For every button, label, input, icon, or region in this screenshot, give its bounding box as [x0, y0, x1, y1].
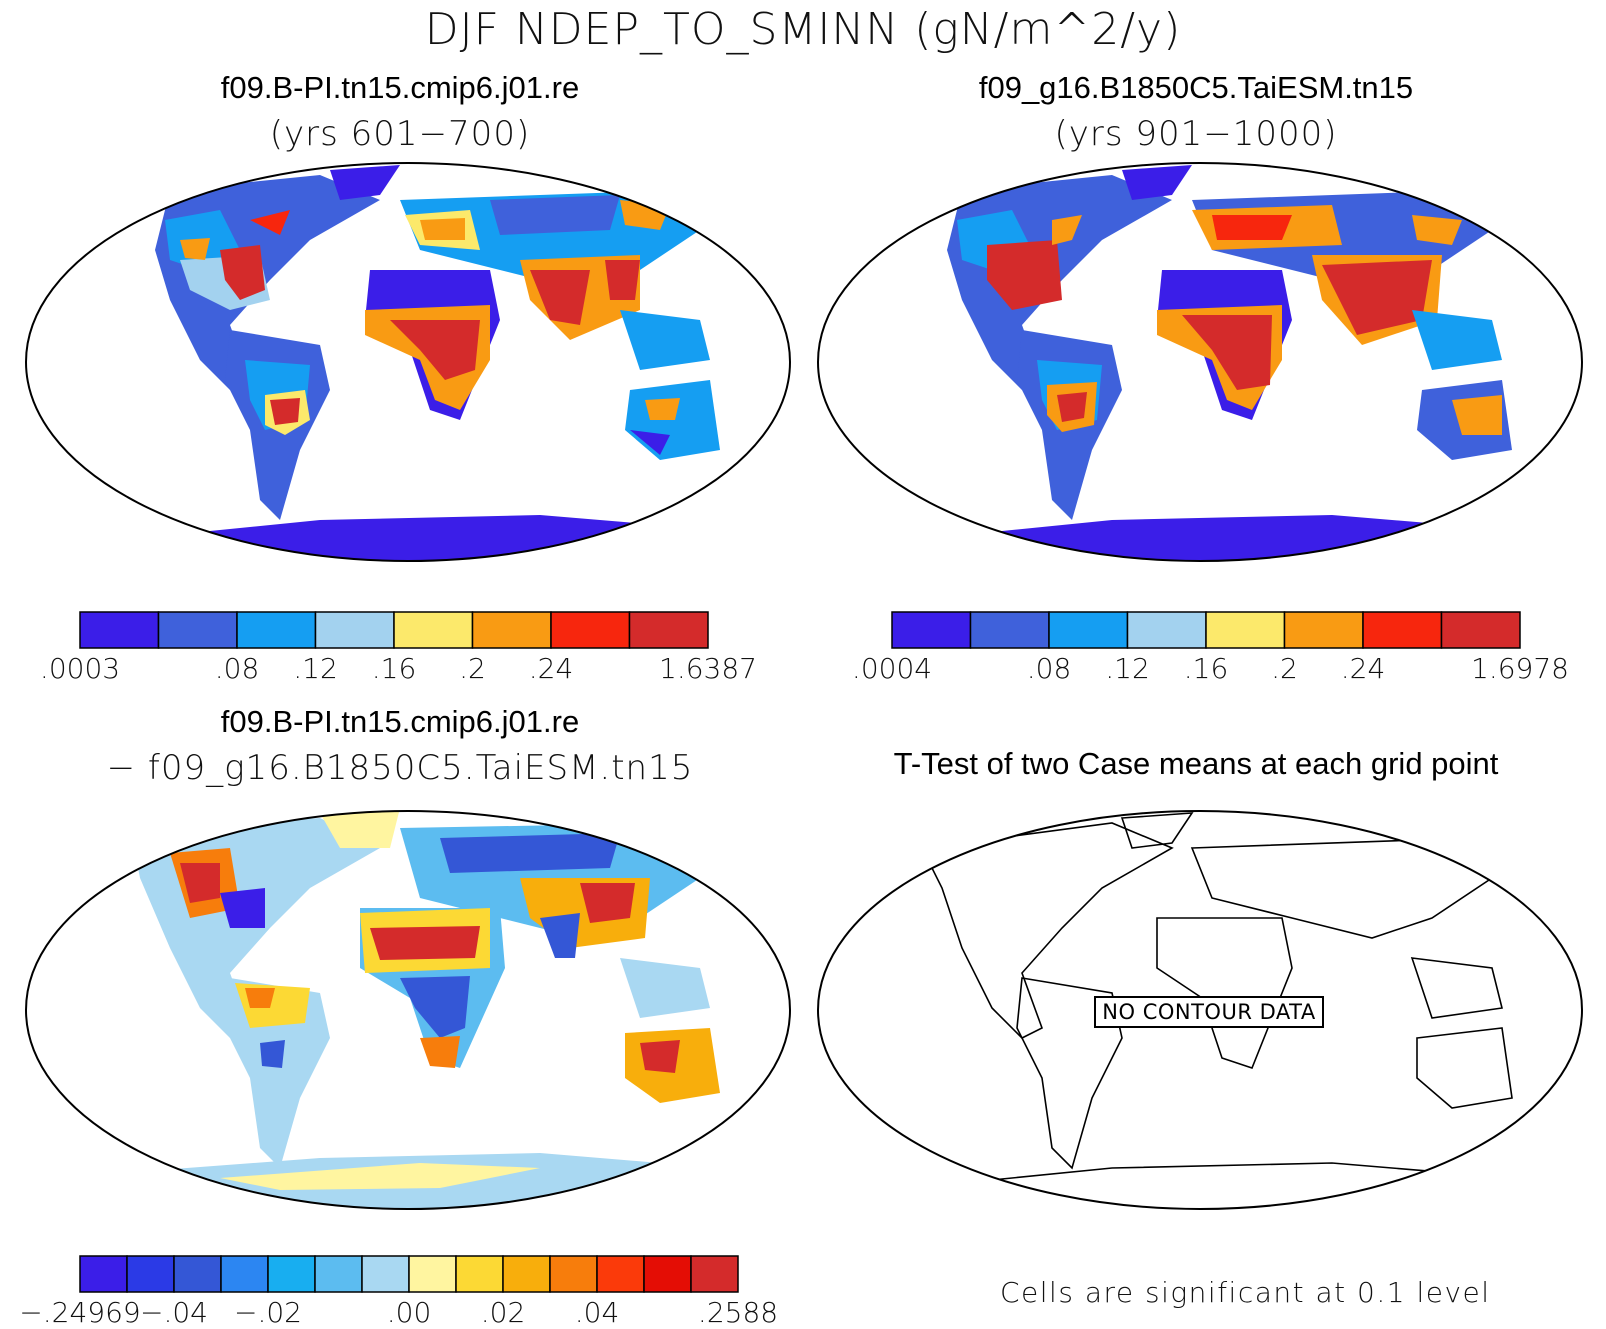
- colorbar-swatch: [314, 1255, 363, 1293]
- panel2-subtitle: (yrs 901−1000): [1054, 114, 1338, 154]
- colorbar-swatch: [596, 1255, 645, 1293]
- colorbar-swatch: [79, 1255, 128, 1293]
- colorbar-tick-label: .24: [1340, 652, 1386, 685]
- colorbar-swatch: [79, 611, 160, 649]
- colorbar-swatch: [1362, 611, 1443, 649]
- colorbar-swatch: [455, 1255, 504, 1293]
- colorbar-tick-label: .08: [1026, 652, 1072, 685]
- panel2-title: f09_g16.B1850C5.TaiESM.tn15: [978, 70, 1414, 105]
- colorbar-tick-label: .16: [371, 652, 417, 685]
- colorbar-tick-label: 1.6387: [659, 652, 757, 685]
- colorbar-swatch: [969, 611, 1050, 649]
- panel3-field: [40, 811, 790, 1209]
- colorbar-swatch: [361, 1255, 410, 1293]
- colorbar-tick-label: .0004: [851, 652, 933, 685]
- panel1-field: [40, 165, 790, 561]
- panel4-map: [817, 810, 1583, 1210]
- colorbar-tick-label: .24: [528, 652, 574, 685]
- colorbar-tick-label: .04: [574, 1296, 620, 1329]
- colorbar-tick-label: .2: [1271, 652, 1298, 685]
- figure-title: DJF NDEP_TO_SMINN (gN/m^2/y): [424, 4, 1182, 55]
- panel1-subtitle: (yrs 601−700): [269, 114, 531, 154]
- colorbar-tick-label: .08: [214, 652, 260, 685]
- colorbar-swatch: [550, 611, 631, 649]
- colorbar-tick-label: .02: [480, 1296, 526, 1329]
- colorbar-swatch: [1048, 611, 1129, 649]
- colorbar-swatch: [1440, 611, 1521, 649]
- panel1-title: f09.B-PI.tn15.cmip6.j01.re: [220, 70, 580, 105]
- colorbar-swatch: [173, 1255, 222, 1293]
- colorbar-tick-label: −.24969: [19, 1296, 141, 1329]
- colorbar-swatch: [157, 611, 238, 649]
- colorbar-swatch: [408, 1255, 457, 1293]
- colorbar-swatch: [502, 1255, 551, 1293]
- panel2-colorbar: [891, 611, 1521, 649]
- colorbar-swatch: [220, 1255, 269, 1293]
- colorbar-swatch: [267, 1255, 316, 1293]
- panel3-map: [25, 810, 791, 1210]
- colorbar-swatch: [314, 611, 395, 649]
- colorbar-swatch: [236, 611, 317, 649]
- colorbar-tick-label: −.02: [234, 1296, 302, 1329]
- panel3-subtitle: − f09_g16.B1850C5.TaiESM.tn15: [106, 748, 694, 788]
- colorbar-swatch: [549, 1255, 598, 1293]
- colorbar-swatch: [393, 611, 474, 649]
- colorbar-swatch: [643, 1255, 692, 1293]
- colorbar-tick-label: .0003: [39, 652, 121, 685]
- colorbar-tick-label: .00: [386, 1296, 432, 1329]
- colorbar-tick-label: .2: [459, 652, 486, 685]
- colorbar-tick-label: .2588: [697, 1296, 779, 1329]
- significance-footnote: Cells are significant at 0.1 level: [1000, 1276, 1491, 1309]
- colorbar-tick-label: 1.6978: [1471, 652, 1569, 685]
- panel3-title: f09.B-PI.tn15.cmip6.j01.re: [220, 704, 580, 739]
- colorbar-swatch: [1126, 611, 1207, 649]
- panel4-title: T-Test of two Case means at each grid po…: [893, 746, 1499, 781]
- colorbar-swatch: [690, 1255, 739, 1293]
- colorbar-swatch: [891, 611, 972, 649]
- colorbar-tick-label: −.04: [140, 1296, 208, 1329]
- panel1-colorbar: [79, 611, 709, 649]
- colorbar-swatch: [1205, 611, 1286, 649]
- colorbar-swatch: [628, 611, 709, 649]
- colorbar-tick-label: .12: [293, 652, 338, 685]
- panel2-map: [817, 162, 1583, 562]
- no-contour-data-label: NO CONTOUR DATA: [1094, 996, 1324, 1028]
- colorbar-swatch: [471, 611, 552, 649]
- panel1-map: [25, 162, 791, 562]
- colorbar-swatch: [126, 1255, 175, 1293]
- colorbar-swatch: [1283, 611, 1364, 649]
- colorbar-tick-label: .12: [1105, 652, 1150, 685]
- panel2-field: [832, 165, 1582, 561]
- panel3-colorbar: [79, 1255, 739, 1293]
- colorbar-tick-label: .16: [1183, 652, 1229, 685]
